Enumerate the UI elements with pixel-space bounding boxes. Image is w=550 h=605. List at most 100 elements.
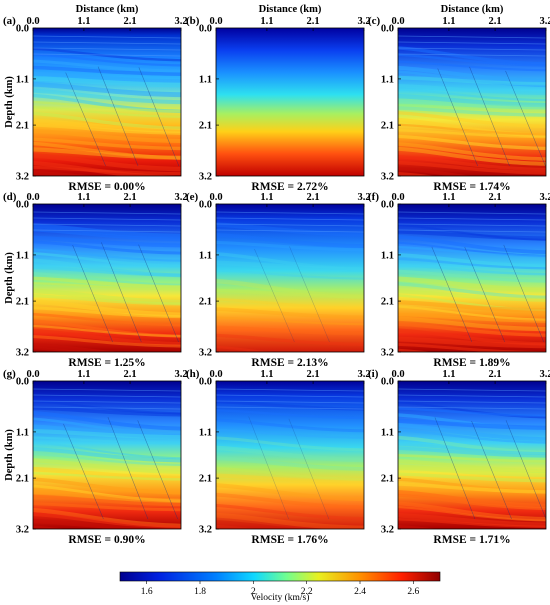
panel-tag: (e) bbox=[186, 191, 199, 203]
fault-line bbox=[505, 420, 546, 520]
shallow-reflector bbox=[33, 41, 181, 45]
layer-band bbox=[33, 299, 181, 318]
rmse-label: RMSE = 2.13% bbox=[251, 357, 328, 369]
panel-frame bbox=[32, 203, 182, 353]
layer-band bbox=[33, 294, 181, 306]
velocity-image bbox=[216, 28, 364, 176]
layer-band bbox=[33, 525, 69, 529]
x-tick-label: 2.1 bbox=[124, 192, 137, 203]
y-tick-label: 3.2 bbox=[381, 348, 394, 359]
fault-line bbox=[288, 418, 330, 520]
fault-line bbox=[248, 416, 289, 520]
layer-band bbox=[33, 271, 181, 286]
fault-line bbox=[97, 66, 139, 167]
layer-band bbox=[33, 441, 181, 460]
shallow-reflector bbox=[33, 47, 181, 51]
layer-band bbox=[216, 436, 364, 452]
layer-band bbox=[398, 99, 546, 110]
colorbar: 1.6 1.8 2 2.2 2.4 2.6 Velocity (km/s) bbox=[119, 571, 441, 603]
panel-tag: (a) bbox=[3, 15, 16, 27]
layer-band bbox=[33, 81, 181, 98]
y-tick-label: 3.2 bbox=[16, 172, 29, 183]
layer-band bbox=[33, 118, 181, 134]
layer-band bbox=[216, 455, 364, 471]
layer-band bbox=[33, 507, 181, 528]
layer-band bbox=[398, 229, 546, 241]
rmse-label: RMSE = 1.74% bbox=[433, 181, 510, 193]
layer-band bbox=[33, 265, 181, 277]
fault-line bbox=[503, 244, 545, 343]
shallow-reflector bbox=[398, 400, 546, 404]
layer-band bbox=[398, 518, 546, 529]
layer-band bbox=[33, 71, 181, 83]
layer-band bbox=[398, 263, 546, 276]
layer-band bbox=[33, 147, 181, 160]
layer-band bbox=[398, 60, 546, 72]
shallow-reflector bbox=[398, 388, 546, 392]
shallow-reflector bbox=[398, 35, 546, 39]
fault-line bbox=[101, 242, 142, 343]
layer-band bbox=[398, 316, 546, 332]
layer-band bbox=[33, 288, 181, 305]
layer-band bbox=[216, 288, 364, 299]
layer-band bbox=[33, 502, 181, 512]
x-tick-label: 3.2 bbox=[539, 192, 550, 203]
fault-line bbox=[505, 70, 546, 167]
fault-line bbox=[138, 67, 180, 167]
velocity-image bbox=[398, 28, 546, 176]
colorbar-tick-label: 2 bbox=[251, 587, 256, 597]
y-tick-label: 2.1 bbox=[199, 121, 212, 132]
layer-band bbox=[216, 520, 305, 529]
layer-band bbox=[398, 348, 433, 352]
layer-band bbox=[398, 142, 546, 161]
y-tick-label: 3.2 bbox=[199, 348, 212, 359]
x-tick-label: 1.1 bbox=[77, 16, 90, 27]
layer-band bbox=[216, 492, 364, 510]
x-tick-label: 0.0 bbox=[209, 16, 222, 27]
x-tick-label: 2.1 bbox=[307, 16, 320, 27]
panel-tag: (b) bbox=[186, 15, 200, 27]
panel-g: 0.0 1.1 2.1 3.2 0.0 1.1 2.1 3.2 (g) RMSE = 0.90% bbox=[3, 368, 188, 546]
x-axis-title: Distance (km) bbox=[259, 4, 322, 15]
layer-band bbox=[33, 406, 181, 417]
velocity-field bbox=[216, 28, 364, 176]
layer-band bbox=[398, 464, 546, 478]
layer-band bbox=[33, 47, 181, 62]
layer-band bbox=[33, 111, 181, 130]
layer-band bbox=[398, 300, 546, 313]
shallow-reflector bbox=[216, 211, 364, 215]
layer-band bbox=[216, 325, 364, 336]
colorbar-ramp bbox=[119, 571, 441, 582]
y-tick-label: 3.2 bbox=[199, 172, 212, 183]
y-tick-label: 2.1 bbox=[381, 121, 394, 132]
layer-band bbox=[33, 161, 181, 176]
layer-band bbox=[33, 76, 181, 88]
shallow-reflector bbox=[398, 53, 546, 57]
layer-band bbox=[216, 278, 364, 299]
layer-band bbox=[216, 333, 364, 347]
layer-band bbox=[216, 307, 364, 320]
layer-band bbox=[398, 234, 546, 254]
panel-a: 0.0 1.1 2.1 3.2 0.0 1.1 2.1 3.2 (a) RMSE = 0.00% bbox=[3, 15, 188, 193]
layer-band bbox=[216, 269, 364, 280]
layer-band bbox=[33, 458, 181, 474]
shallow-reflector bbox=[398, 229, 546, 233]
shallow-reflector bbox=[398, 41, 546, 45]
layer-band bbox=[33, 137, 181, 151]
layer-band bbox=[33, 88, 181, 105]
layer-band bbox=[398, 435, 546, 455]
layer-band bbox=[398, 472, 546, 483]
colorbar-tick-label: 1.8 bbox=[194, 587, 206, 597]
shallow-reflector bbox=[33, 53, 181, 57]
x-tick-label: 0.0 bbox=[209, 192, 222, 203]
panel-frame bbox=[32, 380, 182, 530]
layer-band bbox=[398, 253, 546, 268]
shallow-reflector bbox=[398, 211, 546, 215]
fault-line bbox=[289, 246, 330, 343]
y-tick-label: 1.1 bbox=[381, 250, 394, 261]
x-tick-label: 2.1 bbox=[307, 369, 320, 380]
layer-band bbox=[33, 494, 181, 507]
layer-band bbox=[398, 525, 439, 529]
layer-band bbox=[33, 258, 181, 278]
layer-band bbox=[216, 512, 364, 529]
